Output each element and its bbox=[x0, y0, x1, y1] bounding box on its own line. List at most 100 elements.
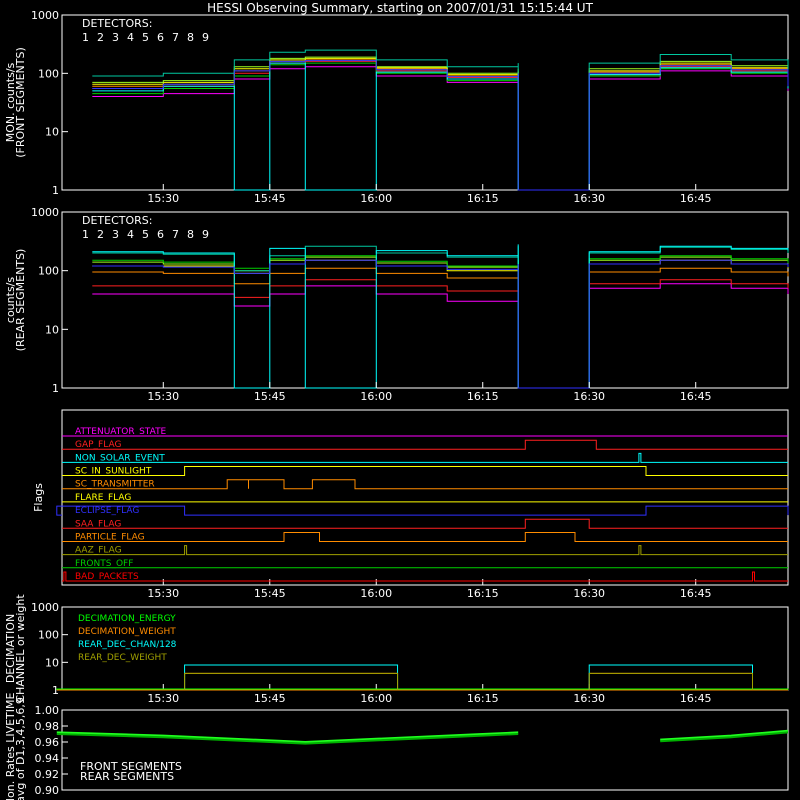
flags-xtick-label-0: 15:30 bbox=[147, 587, 179, 600]
livetime-ytick-label-4: 0.98 bbox=[35, 720, 60, 733]
flag-line-9 bbox=[62, 545, 788, 556]
rear-legend-6: 6 bbox=[157, 228, 164, 241]
rear-xtick-label-1: 15:45 bbox=[254, 390, 286, 403]
livetime-ytick-label-1: 0.92 bbox=[35, 768, 60, 781]
rear-xtick-label-2: 16:00 bbox=[360, 390, 392, 403]
livetime-ytick-label-0: 0.90 bbox=[35, 784, 60, 797]
rear-legend-3: 3 bbox=[112, 228, 119, 241]
front-xtick-label-1: 15:45 bbox=[254, 192, 286, 205]
front-legend-8: 8 bbox=[187, 31, 194, 44]
flag-line-11 bbox=[62, 571, 788, 582]
front-legend-9: 9 bbox=[202, 31, 209, 44]
flags-ylabel: Flags bbox=[32, 483, 45, 512]
decimation-step-3-0 bbox=[184, 672, 399, 690]
decimation-ytick-label-2: 100 bbox=[38, 629, 59, 642]
livetime-ylabel-0: Mon. Rates LIVETIME bbox=[4, 693, 17, 800]
front-xtick-label-4: 16:30 bbox=[573, 192, 605, 205]
front-series-1 bbox=[92, 66, 789, 191]
livetime-legend-1: REAR SEGMENTS bbox=[80, 770, 174, 783]
front-series-5 bbox=[92, 56, 789, 191]
chart-title: HESSI Observing Summary, starting on 200… bbox=[207, 1, 593, 15]
flag-label-11: BAD_PACKETS bbox=[75, 572, 139, 582]
rear-ytick-label-1: 10 bbox=[45, 323, 59, 336]
front-legend-4: 4 bbox=[127, 31, 134, 44]
decimation-ytick-label-1: 10 bbox=[45, 656, 59, 669]
rear-xtick-label-5: 16:45 bbox=[680, 390, 712, 403]
decimation-step-2-1 bbox=[588, 664, 754, 690]
front-legend-5: 5 bbox=[142, 31, 149, 44]
rear-xtick-label-4: 16:30 bbox=[573, 390, 605, 403]
decimation-xtick-label-5: 16:45 bbox=[680, 692, 712, 705]
front-xtick-label-2: 16:00 bbox=[360, 192, 392, 205]
flag-line-7 bbox=[62, 518, 788, 529]
flags-xtick-label-1: 15:45 bbox=[254, 587, 286, 600]
rear-series-1 bbox=[92, 283, 789, 389]
flag-line-6 bbox=[56, 505, 789, 516]
flag-line-2 bbox=[62, 452, 788, 463]
front-legend-1: 1 bbox=[82, 31, 89, 44]
rear-xtick-label-0: 15:30 bbox=[147, 390, 179, 403]
flag-label-3: SC_IN_SUNLIGHT bbox=[75, 467, 152, 477]
decimation-xtick-label-4: 16:30 bbox=[573, 692, 605, 705]
front-legend-6: 6 bbox=[157, 31, 164, 44]
livetime-ytick-label-2: 0.94 bbox=[35, 752, 60, 765]
flags-xtick-label-5: 16:45 bbox=[680, 587, 712, 600]
flag-line-4 bbox=[62, 479, 788, 490]
rear-ytick-label-0: 1 bbox=[52, 382, 59, 395]
decimation-ylabel-0: DECIMATION bbox=[4, 614, 17, 683]
livetime-legend-0: FRONT SEGMENTS bbox=[80, 760, 182, 773]
decimation-step-3-1 bbox=[588, 672, 754, 690]
rear-ylabel-1: (REAR SEGMENTS) bbox=[14, 249, 27, 352]
front-xtick-label-3: 16:15 bbox=[467, 192, 499, 205]
rear-series-2 bbox=[92, 279, 789, 389]
flag-line-3 bbox=[62, 466, 788, 476]
front-frame bbox=[61, 14, 789, 191]
rear-legend-1: 1 bbox=[82, 228, 89, 241]
flag-label-6: ECLIPSE_FLAG bbox=[75, 506, 139, 516]
front-ytick-label-2: 100 bbox=[38, 67, 59, 80]
flag-label-2: NON_SOLAR_EVENT bbox=[75, 453, 165, 463]
rear-legend-7: 7 bbox=[172, 228, 179, 241]
decimation-legend-3: REAR_DEC_WEIGHT bbox=[78, 653, 167, 663]
rear-legend-9: 9 bbox=[202, 228, 209, 241]
front-ytick-label-0: 1 bbox=[52, 184, 59, 197]
rear-series-9 bbox=[92, 259, 789, 389]
livetime-frame bbox=[61, 709, 789, 791]
front-series-9 bbox=[92, 60, 789, 191]
decimation-legend-0: DECIMATION_ENERGY bbox=[78, 614, 176, 624]
livetime-ytick-label-3: 0.96 bbox=[35, 736, 60, 749]
flags-xtick-label-2: 16:00 bbox=[360, 587, 392, 600]
decimation-step-1-1 bbox=[184, 672, 399, 690]
flag-label-9: AAZ_FLAG bbox=[75, 546, 122, 556]
decimation-legend-2: REAR_DEC_CHAN/128 bbox=[78, 640, 177, 650]
flag-line-1 bbox=[62, 439, 788, 450]
front-xtick-label-0: 15:30 bbox=[147, 192, 179, 205]
front-ytick-label-1: 10 bbox=[45, 126, 59, 139]
flag-label-7: SAA_FLAG bbox=[75, 519, 121, 529]
rear-legend-8: 8 bbox=[187, 228, 194, 241]
rear-legend-2: 2 bbox=[97, 228, 104, 241]
rear-legend-5: 5 bbox=[142, 228, 149, 241]
front-ytick-label-3: 1000 bbox=[31, 9, 59, 22]
rear-legend-4: 4 bbox=[127, 228, 134, 241]
decimation-xtick-label-2: 16:00 bbox=[360, 692, 392, 705]
flag-label-4: SC_TRANSMITTER bbox=[75, 480, 155, 490]
front-ylabel-1: (FRONT SEGMENTS) bbox=[14, 47, 27, 157]
front-legend-7: 7 bbox=[172, 31, 179, 44]
flag-label-1: GAP_FLAG bbox=[75, 440, 121, 450]
front-series-7 bbox=[92, 49, 789, 191]
livetime-ylabel-1: avg of D1,3,4,5,6,9 bbox=[14, 697, 27, 800]
flag-label-10: FRONTS_OFF bbox=[75, 559, 133, 569]
rear-ylabel-0: counts/s bbox=[4, 277, 17, 323]
decimation-step-2-0 bbox=[184, 664, 399, 690]
decimation-ylabel-1: CHANNEL or weight bbox=[14, 594, 27, 703]
rear-series-5 bbox=[92, 256, 789, 389]
flag-label-8: PARTICLE_FLAG bbox=[75, 532, 145, 542]
decimation-xtick-label-1: 15:45 bbox=[254, 692, 286, 705]
flag-label-5: FLARE_FLAG bbox=[75, 493, 131, 503]
decimation-ytick-label-3: 1000 bbox=[31, 601, 59, 614]
panels: 15:30 15:45 16:00 16:15 16:30 16:451101001000… bbox=[4, 9, 789, 800]
front-ylabel-0: MON. counts/s bbox=[4, 62, 17, 142]
livetime-series-0 bbox=[56, 729, 789, 744]
